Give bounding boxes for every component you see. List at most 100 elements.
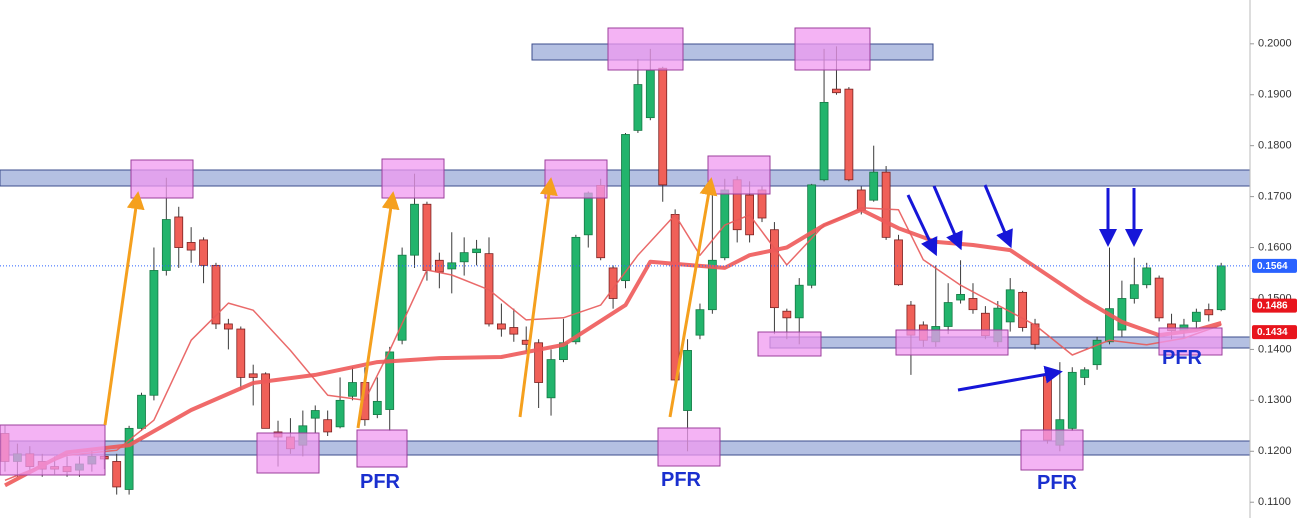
candle-body bbox=[658, 67, 668, 186]
candle-body bbox=[397, 254, 407, 341]
candle-body bbox=[956, 293, 965, 301]
arrow bbox=[518, 177, 558, 418]
candle-body bbox=[707, 259, 717, 311]
candle-body bbox=[137, 394, 146, 429]
price-tag bbox=[1252, 258, 1297, 273]
candle-body bbox=[199, 239, 208, 266]
candle-body bbox=[608, 267, 618, 299]
highlight-box bbox=[130, 159, 194, 199]
candle-body bbox=[124, 427, 134, 490]
candle-body bbox=[1005, 289, 1015, 323]
pfr-label: PFR bbox=[1037, 472, 1078, 494]
candle-body bbox=[683, 350, 692, 411]
candle-body bbox=[1067, 371, 1077, 429]
y-tick-label: 0.1700 bbox=[1258, 191, 1292, 203]
candle-body bbox=[211, 264, 221, 325]
candle-body bbox=[1080, 369, 1090, 378]
candle-body bbox=[645, 69, 655, 119]
candle-body bbox=[1105, 308, 1114, 343]
candle-body bbox=[968, 298, 978, 311]
candle-body bbox=[236, 328, 246, 378]
candle-body bbox=[695, 309, 705, 336]
candle-body bbox=[459, 252, 469, 263]
highlight-box bbox=[544, 159, 608, 199]
y-tick-label: 0.1100 bbox=[1258, 496, 1291, 508]
candle-body bbox=[1216, 265, 1226, 311]
candle-body bbox=[174, 216, 184, 248]
price-axis: 0.11000.12000.13000.14000.15000.16000.17… bbox=[1249, 0, 1299, 518]
candle-body bbox=[434, 259, 444, 273]
candle-body bbox=[323, 419, 333, 433]
highlight-box bbox=[356, 429, 408, 468]
candle-body bbox=[161, 219, 171, 271]
candle-body bbox=[770, 229, 779, 309]
candle-body bbox=[571, 236, 581, 343]
y-tick-label: 0.1600 bbox=[1258, 241, 1292, 253]
candle-body bbox=[186, 242, 196, 251]
candle-body bbox=[472, 248, 481, 254]
candle-body bbox=[943, 302, 953, 327]
arrow bbox=[932, 185, 963, 251]
arrow bbox=[906, 194, 938, 257]
pfr-label: PFR bbox=[661, 469, 702, 491]
pfr-label: PFR bbox=[1162, 347, 1203, 369]
highlight-box bbox=[381, 158, 445, 199]
arrow bbox=[103, 191, 145, 426]
price-tag-label: 0.1564 bbox=[1257, 261, 1288, 272]
candle-body bbox=[447, 262, 457, 270]
highlight-box bbox=[256, 432, 320, 474]
annotations: PFR PFR PFR PFR bbox=[0, 27, 1223, 494]
candle-body bbox=[869, 171, 879, 201]
y-tick-label: 0.1400 bbox=[1258, 343, 1292, 355]
highlight-box bbox=[757, 331, 822, 357]
highlight-box bbox=[607, 27, 684, 71]
highlight-box bbox=[1158, 327, 1223, 356]
y-tick-label: 0.1800 bbox=[1258, 140, 1292, 152]
candle-body bbox=[348, 382, 357, 397]
candle-body bbox=[310, 410, 320, 419]
candle-body bbox=[248, 373, 258, 378]
y-tick-label: 0.1200 bbox=[1258, 445, 1292, 457]
candle-body bbox=[782, 310, 792, 319]
highlight-box bbox=[657, 427, 721, 467]
candle-body bbox=[832, 88, 841, 94]
candle-body bbox=[633, 84, 643, 131]
candle-body bbox=[149, 270, 159, 396]
pfr-label: PFR bbox=[360, 471, 401, 493]
highlight-box bbox=[794, 27, 871, 71]
candle-body bbox=[794, 284, 804, 319]
candle-body bbox=[881, 171, 891, 238]
candle-body bbox=[546, 359, 556, 399]
arrow bbox=[983, 184, 1013, 249]
candle-body bbox=[583, 192, 593, 236]
candle-body bbox=[844, 88, 854, 181]
price-tag bbox=[1252, 298, 1297, 313]
candle-body bbox=[621, 134, 630, 282]
candle-body bbox=[1154, 277, 1164, 319]
candle-body bbox=[1129, 284, 1139, 299]
candle-body bbox=[534, 342, 544, 383]
moving-average bbox=[4, 207, 1222, 481]
candle-body bbox=[372, 400, 382, 416]
candle-body bbox=[1018, 291, 1028, 328]
candle-body bbox=[894, 239, 903, 286]
price-tag-label: 0.1486 bbox=[1257, 301, 1288, 312]
candle-body bbox=[223, 323, 233, 330]
candle-body bbox=[1204, 309, 1214, 316]
arrow bbox=[957, 365, 1063, 392]
highlight-box bbox=[895, 329, 1009, 356]
candle-body bbox=[1191, 311, 1201, 322]
highlight-box bbox=[707, 155, 771, 195]
y-tick-label: 0.1900 bbox=[1258, 89, 1292, 101]
candle-body bbox=[112, 461, 122, 488]
y-tick-label: 0.2000 bbox=[1258, 38, 1292, 50]
price-tag-label: 0.1434 bbox=[1257, 327, 1288, 338]
candle-body bbox=[670, 214, 680, 381]
price-tag bbox=[1252, 325, 1297, 340]
candle-body bbox=[422, 203, 432, 271]
candle-body bbox=[1142, 267, 1152, 286]
highlight-box bbox=[0, 424, 106, 476]
top-zone bbox=[531, 43, 934, 61]
candle-body bbox=[261, 373, 271, 429]
